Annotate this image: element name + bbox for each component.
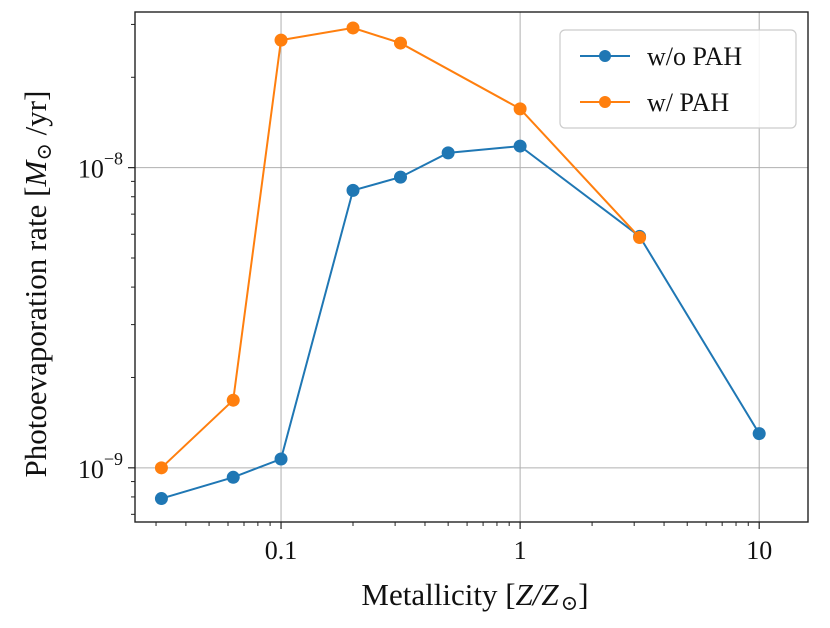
series-line [161,145,761,500]
tick-layer: 0.1 1 10 10−9 10−8 [78,23,772,565]
legend-label-series-0: w/o PAH [647,42,742,71]
data-point [226,470,240,484]
y-tick-label: 10−9 [78,449,123,484]
x-axis-label-suffix: ] [578,577,588,612]
data-point [346,21,360,35]
legend: w/o PAH w/ PAH [559,29,797,129]
x-axis-label-prefix: Metallicity [ [361,577,515,612]
legend-marker-series-0 [599,50,611,62]
x-tick-label: 1 [514,536,527,565]
y-axis-label-suffix: /yr] [18,91,53,144]
legend-label-series-1: w/ PAH [647,88,729,117]
data-point [394,170,408,184]
x-axis-label: Metallicity [Z/Z⊙] [361,577,588,615]
y-axis-label-sun: ⊙ [32,143,56,161]
data-point [274,33,288,47]
y-axis-label: Photoevaporation rate [M⊙ /yr] [18,91,56,478]
x-tick-label: 10 [746,536,772,565]
y-axis-label-prefix: Photoevaporation rate [ [18,186,53,477]
data-point [346,183,360,197]
x-axis-label-math: Z/Z [516,577,560,612]
x-tick-label: 0.1 [265,536,298,565]
series-0 [154,139,766,506]
data-point [154,492,168,506]
plot-area-frame [134,11,809,523]
legend-frame [559,29,797,129]
series-layer [154,21,766,506]
data-point [513,139,527,153]
data-point [752,427,766,441]
data-point [274,452,288,466]
y-axis-label-math: M [18,158,53,187]
data-point [513,102,527,116]
data-point [154,461,168,475]
y-tick-label: 10−8 [78,149,123,184]
data-point [441,146,455,160]
data-point [226,393,240,407]
data-point [633,231,647,245]
legend-marker-series-1 [599,96,611,108]
data-point [394,36,408,50]
series-1 [154,21,647,475]
x-axis-label-sun: ⊙ [561,591,579,615]
